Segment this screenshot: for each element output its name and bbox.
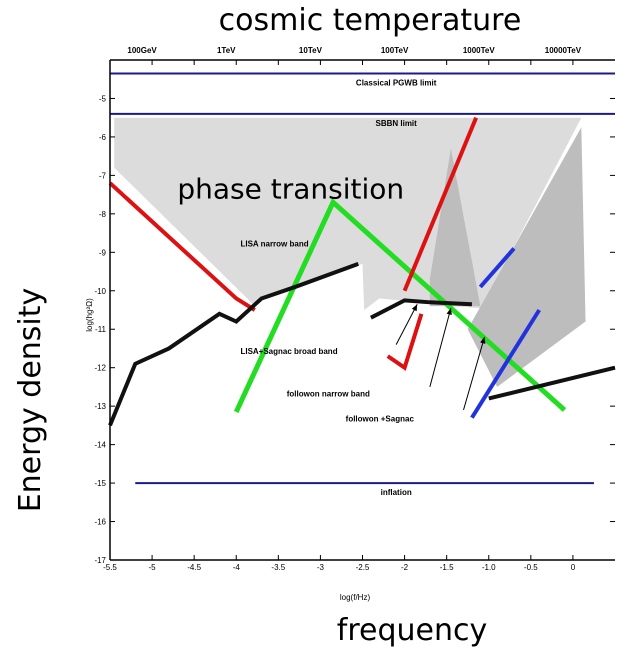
x-tick-label: -0.5 [524, 563, 538, 572]
y-tick-label: -9 [99, 248, 107, 257]
x-tick-label: -4.5 [187, 563, 201, 572]
arrow-line-1 [430, 308, 451, 387]
top-tick-label: 10000TeV [545, 46, 582, 55]
y-tick-label: -17 [94, 556, 106, 565]
top-tick-label: 100GeV [127, 46, 157, 55]
annotation-4: followon +Sagnac [346, 415, 415, 424]
y-tick-label: -12 [94, 364, 106, 373]
y-tick-label: -13 [94, 402, 106, 411]
top-tick-label: 10TeV [299, 46, 323, 55]
series-line-3 [388, 314, 422, 368]
x-tick-label: -4 [233, 563, 241, 572]
x-axis-title: frequency [337, 613, 487, 648]
x-tick-label: -3.5 [271, 563, 285, 572]
x-tick-label: -3 [317, 563, 325, 572]
series-line-4 [110, 264, 358, 426]
limit-label-0: Classical PGWB limit [356, 78, 437, 87]
x-tick-label: -2.5 [356, 563, 370, 572]
annotation-0: phase transition [177, 172, 404, 205]
y-axis-label: log(hg²Ω) [85, 298, 94, 332]
y-tick-label: -8 [99, 210, 107, 219]
y-tick-label: -14 [94, 441, 106, 450]
y-tick-label: -6 [99, 133, 107, 142]
chart-title: cosmic temperature [219, 3, 522, 38]
y-tick-label: -16 [94, 518, 106, 527]
annotation-2: LISA+Sagnac broad band [240, 347, 337, 356]
y-tick-label: -10 [94, 287, 106, 296]
limit-label-2: inflation [381, 488, 412, 497]
y-tick-label: -5 [99, 94, 107, 103]
y-tick-label: -7 [99, 171, 107, 180]
x-axis-label: log(f/Hz) [340, 593, 371, 602]
annotation-3: followon narrow band [287, 390, 370, 399]
top-tick-label: 1TeV [217, 46, 236, 55]
y-tick-label: -15 [94, 479, 106, 488]
y-tick-label: -11 [95, 325, 107, 334]
x-tick-label: -1.0 [482, 563, 496, 572]
y-axis-title: Energy density [13, 288, 48, 513]
x-tick-label: 0 [571, 563, 576, 572]
x-tick-label: -5 [149, 563, 157, 572]
x-tick-label: -2 [401, 563, 409, 572]
x-tick-label: -1.5 [440, 563, 454, 572]
top-tick-label: 1000TeV [463, 46, 496, 55]
limit-label-1: SBBN limit [375, 119, 417, 128]
annotation-1: LISA narrow band [240, 240, 308, 249]
top-tick-label: 100TeV [381, 46, 409, 55]
